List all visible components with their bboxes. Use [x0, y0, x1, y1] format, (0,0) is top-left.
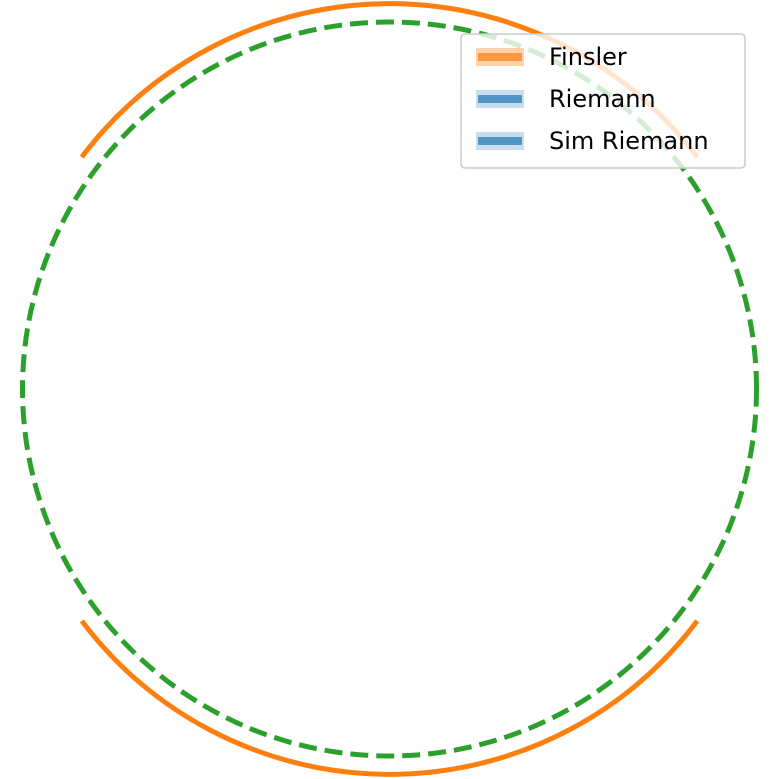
legend-item-sim-riemann: Sim Riemann — [476, 127, 709, 155]
legend-item-finsler: Finsler — [476, 43, 627, 71]
series-finsler-arc-bottom — [79, 619, 700, 777]
legend-label-riemann: Riemann — [549, 85, 656, 113]
legend: Finsler Riemann Sim Riemann — [460, 33, 746, 169]
legend-label-sim-riemann: Sim Riemann — [549, 127, 709, 155]
legend-label-finsler: Finsler — [549, 43, 627, 71]
legend-frame — [460, 33, 746, 169]
legend-item-riemann: Riemann — [476, 85, 656, 113]
